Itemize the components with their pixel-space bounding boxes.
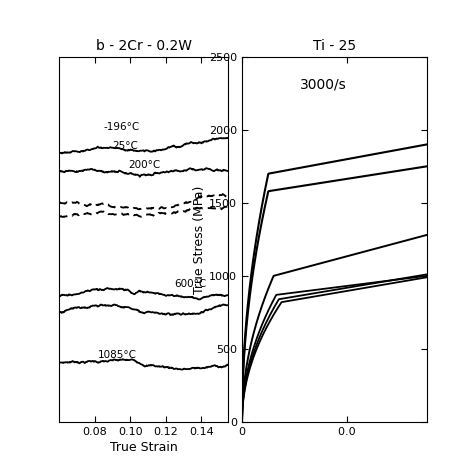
Text: -196°C: -196°C (104, 122, 140, 132)
Title: Ti - 25: Ti - 25 (313, 39, 356, 53)
Text: 3000/s: 3000/s (300, 78, 347, 92)
X-axis label: True Strain: True Strain (109, 441, 177, 454)
Text: 1085°C: 1085°C (98, 350, 137, 360)
Text: 600°C: 600°C (174, 279, 207, 289)
Text: 25°C: 25°C (112, 142, 138, 152)
Y-axis label: True Stress (MPa): True Stress (MPa) (193, 185, 206, 293)
Text: 200°C: 200°C (128, 160, 161, 170)
Title: b - 2Cr - 0.2W: b - 2Cr - 0.2W (96, 39, 191, 53)
